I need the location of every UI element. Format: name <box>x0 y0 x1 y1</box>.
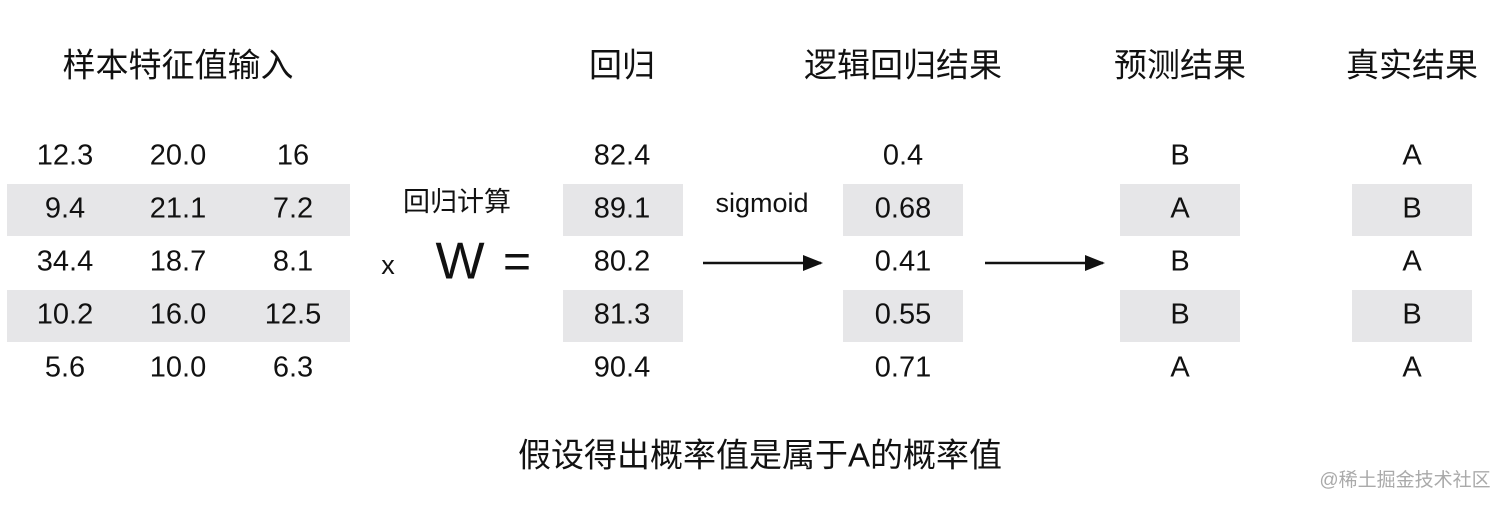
sigmoid-label: sigmoid <box>715 188 808 218</box>
feature-cell: 6.3 <box>273 352 313 384</box>
truth-cell: B <box>1402 193 1421 225</box>
feature-cell: 12.5 <box>265 299 321 331</box>
regression-cell: 90.4 <box>594 352 650 384</box>
prediction-cell: A <box>1170 352 1190 384</box>
feature-cell: 10.2 <box>37 299 93 331</box>
logistic-cell: 0.4 <box>883 140 923 172</box>
row-band <box>7 290 350 342</box>
row-band <box>1352 184 1472 236</box>
row-band <box>563 290 683 342</box>
feature-cell: 16 <box>277 140 309 172</box>
multiply-sign: x <box>381 250 395 280</box>
feature-cell: 10.0 <box>150 352 206 384</box>
feature-cell: 5.6 <box>45 352 85 384</box>
feature-cell: 20.0 <box>150 140 206 172</box>
row-band <box>1352 290 1472 342</box>
feature-cell: 12.3 <box>37 140 93 172</box>
row-band <box>843 184 963 236</box>
header: 样本特征值输入 <box>63 47 294 84</box>
feature-cell: 18.7 <box>150 246 206 278</box>
row-band <box>843 290 963 342</box>
feature-cell: 16.0 <box>150 299 206 331</box>
truth-cell: A <box>1402 352 1422 384</box>
header: 回归 <box>589 47 655 84</box>
compute-label: 回归计算 <box>403 187 511 217</box>
row-band <box>563 184 683 236</box>
watermark: @稀土掘金技术社区 <box>1319 469 1490 491</box>
regression-cell: 81.3 <box>594 299 650 331</box>
prediction-cell: B <box>1170 299 1189 331</box>
weight-symbol: W <box>435 233 484 291</box>
row-band <box>1120 290 1240 342</box>
feature-cell: 9.4 <box>45 193 85 225</box>
row-bands <box>7 184 1472 342</box>
feature-cell: 21.1 <box>150 193 206 225</box>
feature-cell: 7.2 <box>273 193 313 225</box>
truth-cell: B <box>1402 299 1421 331</box>
truth-cell: A <box>1402 246 1422 278</box>
row-band <box>7 184 350 236</box>
logistic-cell: 0.68 <box>875 193 931 225</box>
regression-cell: 89.1 <box>594 193 650 225</box>
truth-cell: A <box>1402 140 1422 172</box>
feature-cell: 8.1 <box>273 246 313 278</box>
header: 预测结果 <box>1114 47 1246 84</box>
feature-cell: 34.4 <box>37 246 93 278</box>
regression-cell: 80.2 <box>594 246 650 278</box>
prediction-cell: B <box>1170 140 1189 172</box>
logistic-cell: 0.55 <box>875 299 931 331</box>
regression-cell: 82.4 <box>594 140 650 172</box>
logistic-cell: 0.71 <box>875 352 931 384</box>
equals-sign: = <box>503 236 531 289</box>
prediction-cell: A <box>1170 193 1190 225</box>
cells: 12.3 20.0 16 9.4 21.1 7.2 34.4 18.7 8.1 10.2 16.0 1… <box>37 140 1423 384</box>
header: 真实结果 <box>1346 47 1478 84</box>
prediction-cell: B <box>1170 246 1189 278</box>
row-band <box>1120 184 1240 236</box>
header: 逻辑回归结果 <box>804 47 1002 84</box>
footer-note: 假设得出概率值是属于A的概率值 <box>518 437 1002 474</box>
logistic-cell: 0.41 <box>875 246 931 278</box>
